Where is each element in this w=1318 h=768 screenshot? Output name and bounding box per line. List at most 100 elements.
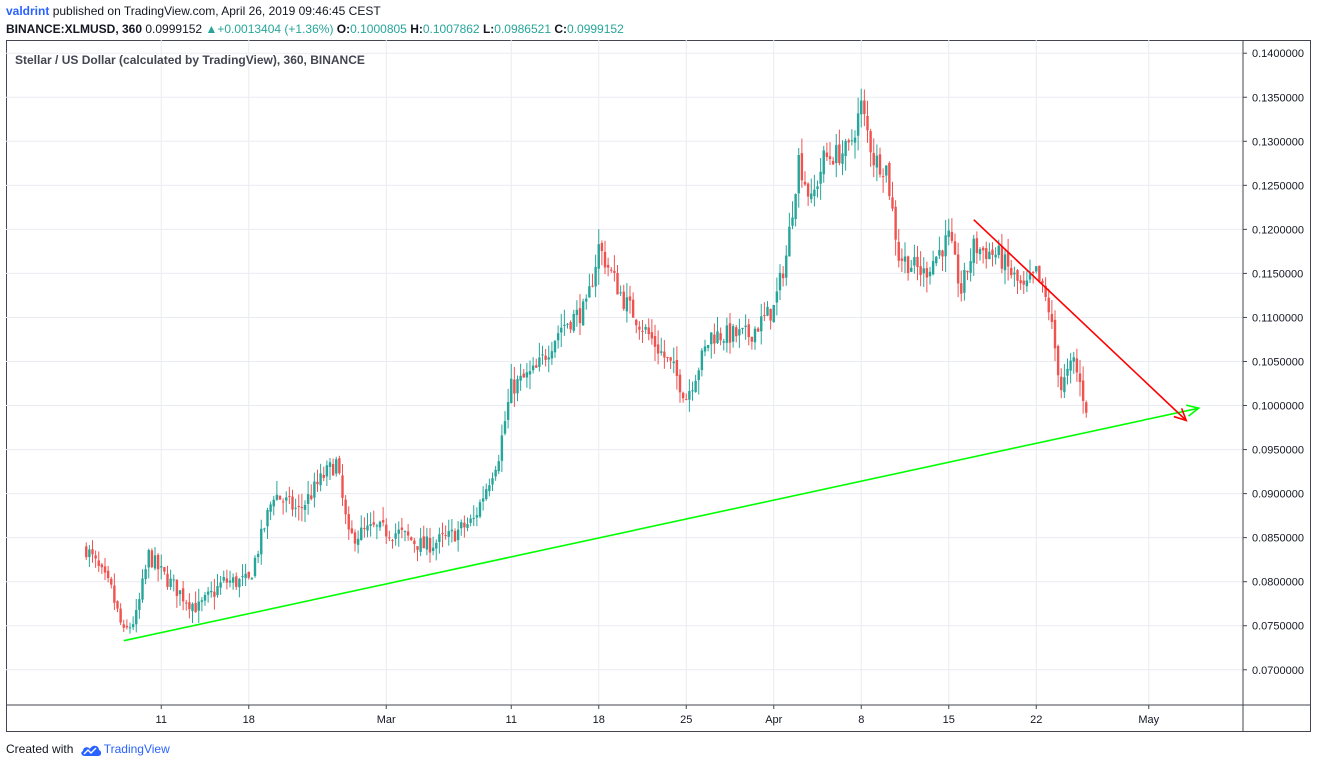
candle-body xyxy=(878,154,882,175)
candle-body xyxy=(316,481,319,485)
low-label: L: xyxy=(482,22,495,36)
candle-body xyxy=(244,573,247,579)
candle-body xyxy=(1019,280,1022,284)
candle-body xyxy=(885,165,888,176)
candle-body xyxy=(619,292,622,294)
candle-body xyxy=(503,421,507,434)
candle-body xyxy=(575,309,579,316)
candle-body xyxy=(188,602,191,610)
candle-body xyxy=(806,183,810,197)
tradingview-brand[interactable]: TradingView xyxy=(103,742,170,756)
candle-body xyxy=(928,271,932,277)
candle-body xyxy=(706,345,710,348)
price-axis[interactable]: 0.1400000 0.1350000 0.1300000 0.1250000 0.12… xyxy=(1243,48,1304,677)
candle-body xyxy=(206,591,210,595)
candle-body xyxy=(106,570,110,579)
candle-body xyxy=(269,504,272,512)
candle-body xyxy=(975,238,979,254)
time-axis[interactable]: 11 18 Mar 11 18 25 Apr 8 15 22 May xyxy=(156,705,1160,726)
candle-body xyxy=(1000,246,1004,269)
candle-body xyxy=(1028,273,1032,280)
candle-body xyxy=(763,315,766,317)
candle-body xyxy=(578,308,582,324)
candle-body xyxy=(1053,319,1057,349)
candle-body xyxy=(125,625,129,628)
candle-body xyxy=(394,533,397,539)
candle-body xyxy=(241,576,244,578)
support-trendline[interactable] xyxy=(123,407,1199,642)
candle-body xyxy=(400,527,404,531)
candle-body xyxy=(338,458,341,474)
candle-body xyxy=(413,540,416,545)
candle-body xyxy=(888,163,891,197)
candle-body xyxy=(460,522,463,529)
support-arrow-icon xyxy=(1185,404,1201,417)
candle-body xyxy=(731,326,735,342)
candle-body xyxy=(381,520,385,523)
candle-body xyxy=(906,256,910,274)
candle-body xyxy=(544,355,547,360)
candle-body xyxy=(1010,267,1013,276)
author-link[interactable]: valdrint xyxy=(6,4,50,18)
candle-body xyxy=(881,176,885,178)
candle-body xyxy=(181,588,185,602)
candle-body xyxy=(635,319,638,326)
candle-body xyxy=(978,249,982,255)
price-tick-label: 0.1050000 xyxy=(1252,356,1304,368)
candle-body xyxy=(778,272,782,291)
price-tick-label: 0.0750000 xyxy=(1252,621,1304,633)
price-tick-label: 0.0850000 xyxy=(1252,533,1304,545)
candle-body xyxy=(372,522,375,525)
candle-body xyxy=(256,553,260,558)
candle-body xyxy=(803,181,807,185)
price-change: +0.0013404 (+1.36%) xyxy=(217,22,334,36)
candle-body xyxy=(160,566,163,568)
candles xyxy=(85,88,1088,634)
candle-body xyxy=(178,590,182,595)
candle-body xyxy=(441,532,444,535)
candle-body xyxy=(235,576,238,587)
close-label: C: xyxy=(554,22,568,36)
candle-body xyxy=(666,356,669,358)
resistance-arrow-icon xyxy=(1173,408,1188,422)
candle-body xyxy=(847,140,850,143)
candle-body xyxy=(119,608,122,623)
candle-body xyxy=(556,333,560,341)
candle-body xyxy=(831,160,835,165)
candle-body xyxy=(769,308,772,321)
candle-body xyxy=(819,171,822,184)
price-tick-label: 0.0700000 xyxy=(1252,665,1304,677)
candle-body xyxy=(628,296,632,301)
trendlines[interactable] xyxy=(123,219,1201,642)
candle-body xyxy=(410,537,413,540)
candle-body xyxy=(656,344,660,354)
candle-body xyxy=(522,373,525,378)
candle-body xyxy=(1038,265,1041,282)
resistance-trendline[interactable] xyxy=(973,219,1187,422)
chart-frame[interactable] xyxy=(6,40,1311,732)
candle-body xyxy=(375,525,379,527)
candle-body xyxy=(572,314,575,331)
candle-body xyxy=(925,268,929,278)
candle-body xyxy=(519,375,522,381)
candle-body xyxy=(825,152,829,157)
candle-body xyxy=(319,473,322,486)
candle-body xyxy=(200,600,204,602)
candle-body xyxy=(710,332,713,345)
candle-body xyxy=(972,238,975,264)
candle-body xyxy=(491,478,494,485)
candle-body xyxy=(169,578,172,587)
candle-body xyxy=(285,497,288,501)
candle-body xyxy=(1056,346,1060,376)
close-value: 0.0999152 xyxy=(567,22,624,36)
candle-body xyxy=(947,230,950,237)
low-value: 0.0986521 xyxy=(494,22,552,36)
time-tick-label: Apr xyxy=(765,714,782,726)
candle-body xyxy=(272,499,275,507)
candle-body xyxy=(603,251,607,268)
candle-body xyxy=(916,256,919,268)
candle-body xyxy=(300,507,304,509)
candle-body xyxy=(813,189,816,197)
candle-body xyxy=(663,351,666,358)
